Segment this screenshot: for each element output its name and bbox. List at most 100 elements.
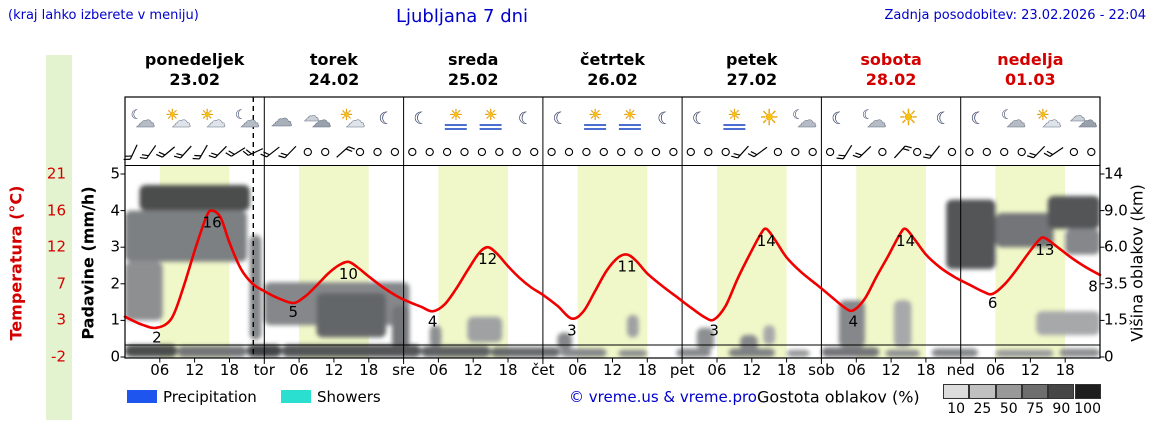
moon-icon: ☾ xyxy=(936,109,951,129)
cloud-icon: ☁ xyxy=(1006,108,1026,132)
cloud-density-tick: 25 xyxy=(973,401,992,417)
wind-calm-icon xyxy=(808,147,817,157)
cloud-icon: ☁ xyxy=(171,108,191,132)
wind-calm-icon xyxy=(947,147,957,157)
sun-icon: ☀ xyxy=(200,106,213,124)
temp-tick-label: 21 xyxy=(46,164,66,183)
day-header-petek: petek 27.02 xyxy=(726,50,778,89)
cloud-density-swatch xyxy=(943,384,970,399)
copyright-link[interactable]: © vreme.us & vreme.pro xyxy=(569,388,757,406)
moon-icon: ☾ xyxy=(518,109,533,129)
x-hour-label: 06 xyxy=(985,361,1006,379)
weather-icon-cloud2: ☁☁ xyxy=(303,106,332,133)
wind-barb-icon xyxy=(123,144,138,161)
wind-calm-icon xyxy=(599,147,608,157)
wind-calm-icon xyxy=(878,147,887,157)
svg-text:14: 14 xyxy=(896,232,915,250)
weather-icon-moon: ☾ xyxy=(379,109,394,129)
precip-tick-label: 2 xyxy=(110,274,120,293)
weather-icon-sun-fog: ☀ xyxy=(618,106,641,130)
svg-text:2: 2 xyxy=(152,329,162,347)
x-hour-label: 18 xyxy=(1055,361,1075,379)
cloud-density-tick: 90 xyxy=(1052,401,1071,417)
cloud-density-tick: 75 xyxy=(1026,401,1044,417)
cloud-density-swatch xyxy=(1021,384,1049,399)
x-hour-label: 06 xyxy=(289,361,309,379)
wind-calm-icon xyxy=(704,147,713,157)
wind-barb-icon xyxy=(155,146,176,158)
cloud-icon: ☁ xyxy=(271,107,293,132)
wind-barb-icon xyxy=(836,144,853,160)
cloud-tick-label: 1.5 xyxy=(1104,310,1128,329)
weather-icon-sun-fog: ☀ xyxy=(444,106,467,130)
wind-barb-icon xyxy=(731,145,749,159)
wind-calm-icon xyxy=(390,147,400,157)
weather-icon-moon: ☾ xyxy=(553,109,568,129)
cloud-tick-label: 6.0 xyxy=(1104,237,1128,256)
wind-calm-icon xyxy=(442,147,452,157)
wind-calm-icon xyxy=(773,147,783,157)
precip-tick-label: 4 xyxy=(110,201,120,220)
wind-barb-icon xyxy=(747,146,768,158)
cloud-density-swatch xyxy=(1048,384,1075,399)
cloud-icon: ☁ xyxy=(1078,108,1098,132)
day-header-ponedeljek: ponedeljek 23.02 xyxy=(144,50,245,89)
moon-icon: ☾ xyxy=(862,108,874,123)
x-hour-label: 12 xyxy=(1020,361,1040,379)
fog-lines-icon xyxy=(584,124,607,130)
fog-lines-icon xyxy=(444,124,467,130)
wind-calm-icon xyxy=(1069,147,1079,157)
sun-icon: ☀ xyxy=(166,106,179,124)
temp-tick-label: 7 xyxy=(56,274,66,293)
day-header-nedelja: nedelja 01.03 xyxy=(997,50,1064,89)
wind-barb-icon xyxy=(922,145,940,159)
svg-text:8: 8 xyxy=(1088,278,1098,296)
sun-icon: ☀ xyxy=(623,106,636,124)
sun-icon: ☀ xyxy=(484,106,497,124)
wind-barb-icon xyxy=(278,145,297,159)
weather-icon-moon-cloud: ☾☁ xyxy=(1001,108,1026,133)
wind-calm-icon xyxy=(982,147,991,157)
temperature-curve xyxy=(123,209,1102,330)
cloud-icon: ☁ xyxy=(304,106,320,125)
cloud-axis-label: Višina oblakov (km) xyxy=(1127,184,1147,342)
cloud-icon: ☁ xyxy=(240,108,260,132)
wind-calm-icon xyxy=(425,147,434,157)
menu-hint: (kraj lahko izberete v meniju) xyxy=(8,8,199,23)
cloud-density-swatch xyxy=(995,384,1022,399)
svg-text:16: 16 xyxy=(203,214,222,232)
wind-calm-icon xyxy=(303,147,312,157)
cloud-icon: ☁ xyxy=(135,108,155,132)
weather-icon-moon-cloud: ☾☁ xyxy=(131,108,156,133)
x-hour-label: 06 xyxy=(150,361,170,379)
svg-text:3: 3 xyxy=(709,321,719,339)
x-hour-label: 12 xyxy=(185,361,205,379)
x-day-abbr-sre: sre xyxy=(392,361,416,379)
temp-tick-label: 12 xyxy=(46,237,66,256)
weather-icon-moon: ☾ xyxy=(971,109,986,129)
precipitation-swatch xyxy=(127,390,157,403)
weather-icon-sun-fog: ☀ xyxy=(479,106,502,130)
wind-calm-icon xyxy=(686,147,695,157)
cloud-icon: ☁ xyxy=(1042,108,1062,132)
sun-icon: ☀ xyxy=(1036,106,1049,124)
wind-calm-icon xyxy=(651,147,661,157)
wind-calm-icon xyxy=(1000,147,1009,157)
wind-barb-icon xyxy=(225,147,246,157)
svg-text:12: 12 xyxy=(478,250,497,268)
day-header-sreda: sreda 25.02 xyxy=(447,50,499,89)
wind-calm-icon xyxy=(460,147,469,157)
cloud-density-swatch xyxy=(1074,384,1101,399)
moon-icon: ☾ xyxy=(235,108,247,123)
cloud-tick-label: 3.5 xyxy=(1104,274,1128,293)
wind-calm-icon xyxy=(825,147,835,157)
svg-text:5: 5 xyxy=(289,303,299,321)
wind-calm-icon xyxy=(564,147,574,157)
wind-calm-icon xyxy=(721,147,730,157)
wind-barb-icon xyxy=(242,148,264,156)
weather-icon-moon: ☾ xyxy=(518,109,533,129)
fog-lines-icon xyxy=(618,124,641,130)
x-hour-label: 18 xyxy=(359,361,379,379)
fog-lines-icon xyxy=(723,124,746,130)
